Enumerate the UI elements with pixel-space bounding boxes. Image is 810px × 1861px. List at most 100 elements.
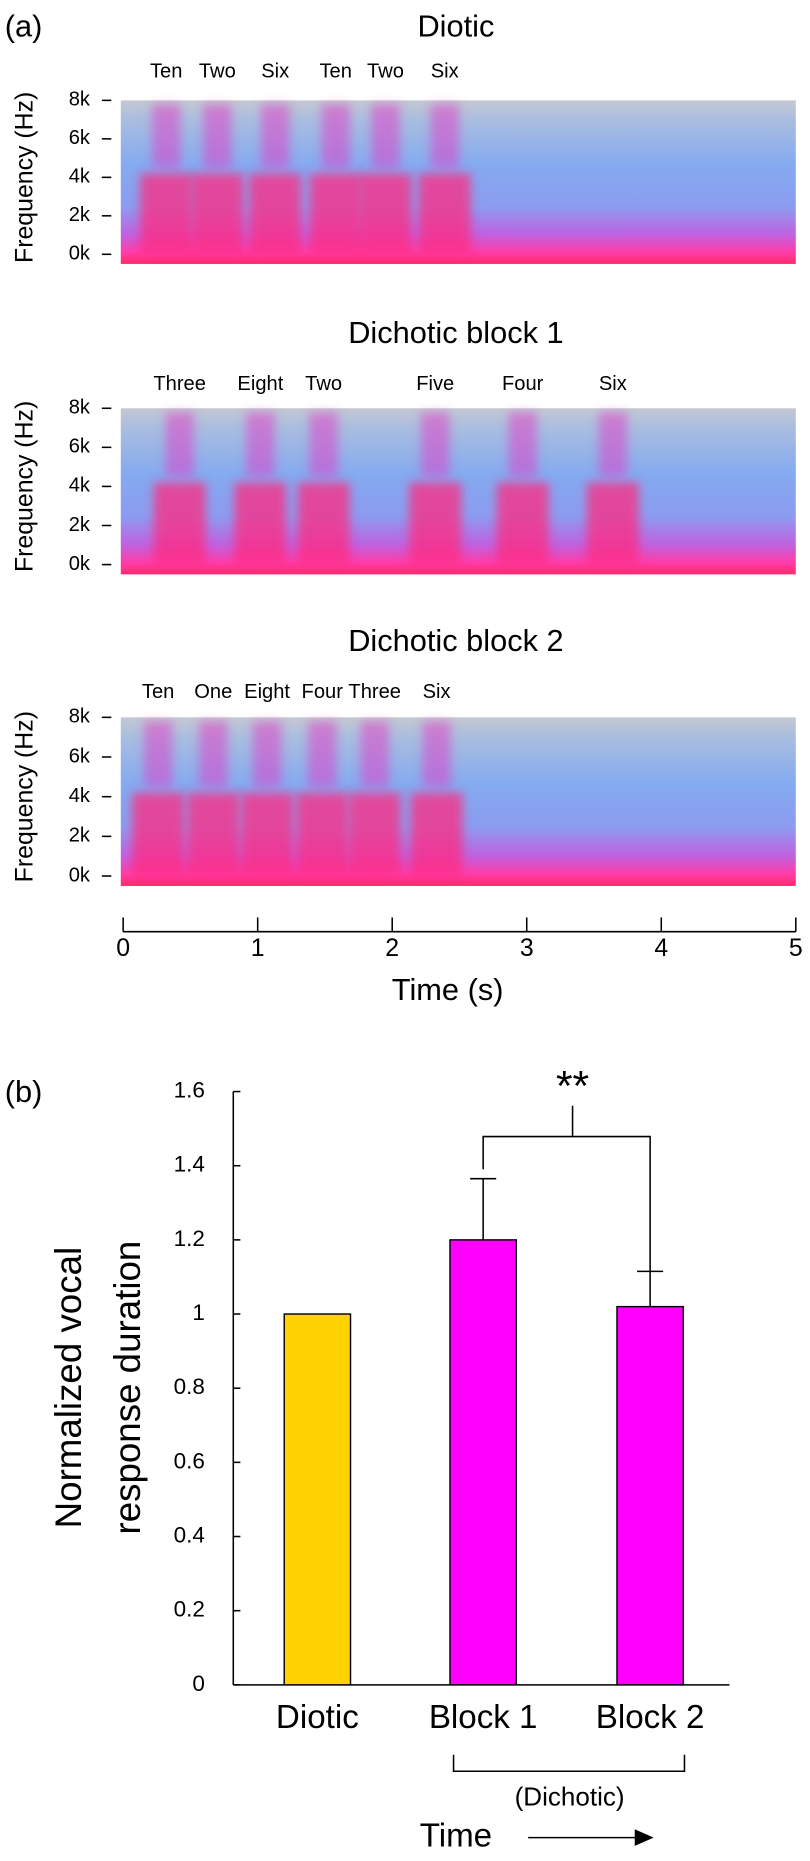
word-label: Three — [153, 373, 206, 395]
speech-energy — [132, 721, 185, 877]
speech-high — [421, 412, 450, 477]
speech-low — [586, 482, 639, 565]
speech-high — [260, 104, 290, 168]
speech-low — [132, 792, 185, 877]
speech-low — [496, 482, 549, 565]
word-label: Ten — [150, 60, 182, 82]
speech-energy — [140, 104, 193, 255]
speech-high — [508, 412, 537, 477]
panel-label: (b) — [5, 1074, 43, 1109]
speech-high — [308, 721, 337, 787]
significance-bracket — [482, 1105, 651, 1272]
speech-low — [153, 482, 206, 565]
y-tick-label: 0 — [192, 1671, 205, 1696]
speech-high — [165, 412, 194, 477]
word-label: Six — [431, 60, 459, 82]
y-tick-label: 0k — [69, 243, 91, 265]
y-tick-label: 1.2 — [174, 1226, 205, 1251]
y-tick-label: 0.8 — [174, 1374, 205, 1399]
y-tick-label: 8k — [69, 706, 91, 728]
x-tick-label: 4 — [654, 934, 668, 962]
word-label: Six — [423, 681, 451, 703]
speech-high — [252, 721, 282, 787]
y-tick-label: 4k — [69, 785, 91, 807]
speech-energy — [153, 412, 206, 565]
x-tick-label: Block 1 — [429, 1699, 538, 1736]
speech-low — [241, 792, 294, 877]
y-tick-label: 1.6 — [174, 1077, 205, 1102]
y-axis-label: Frequency (Hz) — [11, 401, 39, 572]
speech-energy — [241, 721, 294, 877]
speech-high — [203, 104, 232, 168]
speech-high — [371, 104, 400, 168]
y-tick-label: 0k — [69, 864, 91, 886]
speech-energy — [249, 104, 302, 255]
speech-high — [360, 721, 389, 787]
speech-high — [199, 721, 228, 787]
x-tick-label: 2 — [385, 934, 399, 962]
word-label: Two — [199, 60, 236, 82]
speech-energy — [348, 721, 401, 877]
y-tick-label: 4k — [69, 166, 91, 188]
speech-high — [430, 104, 459, 168]
y-tick-label: 4k — [69, 475, 91, 497]
y-tick-label: 0k — [69, 553, 91, 575]
speech-energy — [359, 104, 412, 255]
speech-low — [234, 482, 287, 565]
spectrogram-title: Dichotic block 2 — [348, 623, 563, 658]
speech-energy — [234, 412, 287, 565]
speech-energy — [191, 104, 244, 255]
x-axis-label: Time (s) — [392, 972, 504, 1007]
word-label: Six — [261, 60, 289, 82]
y-axis-label: Frequency (Hz) — [11, 711, 39, 882]
speech-high — [422, 721, 451, 787]
speech-low — [409, 482, 462, 565]
y-tick-label: 8k — [69, 397, 91, 419]
word-label: Eight — [237, 373, 283, 395]
speech-energy — [410, 721, 463, 877]
y-axis-label: response duration — [107, 1241, 148, 1535]
word-label: Ten — [142, 681, 174, 703]
speech-energy — [296, 721, 349, 877]
y-tick-label: 2k — [69, 825, 91, 847]
speech-energy — [586, 412, 639, 565]
word-label: Eight — [244, 681, 290, 703]
y-tick-label: 2k — [69, 204, 91, 226]
speech-energy — [409, 412, 462, 565]
x-tick-label: 1 — [251, 934, 265, 962]
time-arrowhead — [634, 1829, 654, 1846]
panel-label: (a) — [5, 8, 43, 43]
group-label: (Dichotic) — [515, 1781, 625, 1811]
speech-low — [191, 173, 244, 255]
y-tick-label: 6k — [69, 745, 91, 767]
speech-high — [321, 104, 350, 168]
y-tick-label: 8k — [69, 89, 91, 111]
speech-energy — [418, 104, 471, 255]
word-label: Ten — [319, 60, 351, 82]
x-tick-label: Diotic — [276, 1699, 359, 1736]
speech-energy — [297, 412, 350, 565]
spectrogram-title: Diotic — [417, 8, 494, 43]
bar — [283, 1313, 352, 1686]
time-label: Time — [420, 1817, 492, 1854]
y-tick-label: 6k — [69, 127, 91, 149]
significance-label: ** — [556, 1062, 589, 1110]
x-tick-label: 5 — [789, 934, 803, 962]
speech-high — [246, 412, 275, 477]
speech-low — [296, 792, 349, 877]
speech-low — [249, 173, 302, 255]
y-tick-label: 0.6 — [174, 1448, 205, 1473]
word-label: One — [194, 681, 232, 703]
spectrogram-title: Dichotic block 1 — [348, 315, 563, 350]
speech-low — [140, 173, 193, 255]
speech-low — [309, 173, 362, 255]
x-tick-label: 3 — [520, 934, 534, 962]
y-tick-label: 2k — [69, 514, 91, 536]
speech-high — [143, 721, 173, 787]
y-tick-label: 0.2 — [174, 1597, 205, 1622]
speech-low — [418, 173, 471, 255]
word-label: Two — [367, 60, 404, 82]
speech-high — [598, 412, 628, 477]
bar — [449, 1239, 518, 1686]
